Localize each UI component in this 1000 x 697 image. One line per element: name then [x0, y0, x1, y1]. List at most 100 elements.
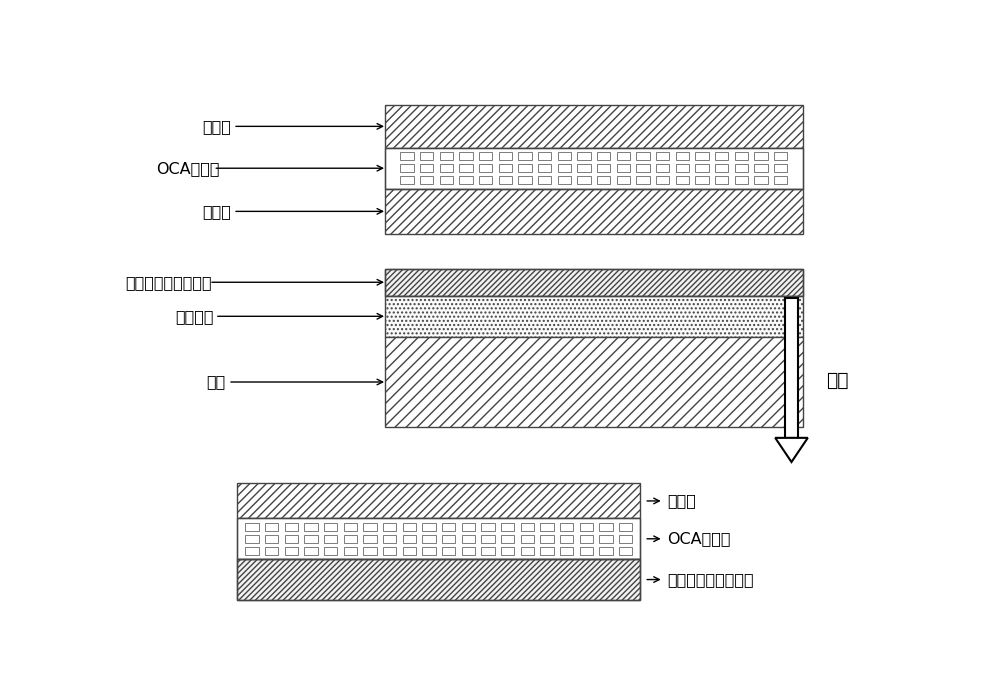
Bar	[400, 152, 414, 160]
Bar	[403, 546, 416, 555]
Bar	[735, 152, 748, 160]
Bar	[521, 523, 534, 531]
Bar	[774, 176, 787, 185]
Bar	[636, 176, 650, 185]
Bar	[383, 523, 396, 531]
Bar	[715, 176, 728, 185]
Bar	[695, 152, 709, 160]
Bar	[265, 523, 278, 531]
Bar	[479, 164, 492, 172]
Bar	[774, 164, 787, 172]
Bar	[656, 176, 669, 185]
Bar	[560, 523, 573, 531]
Bar	[459, 152, 473, 160]
Bar	[363, 535, 377, 543]
Bar	[619, 523, 632, 531]
Bar	[558, 164, 571, 172]
Bar	[385, 296, 803, 337]
Bar	[462, 535, 475, 543]
Bar	[440, 176, 453, 185]
Bar	[324, 523, 337, 531]
Bar	[344, 523, 357, 531]
Bar	[442, 535, 455, 543]
Bar	[462, 546, 475, 555]
Bar	[420, 152, 433, 160]
Bar	[501, 535, 514, 543]
Bar	[385, 269, 803, 296]
Bar	[479, 152, 492, 160]
Bar	[324, 546, 337, 555]
Bar	[715, 164, 728, 172]
Bar	[518, 176, 532, 185]
Bar	[518, 164, 532, 172]
Bar	[440, 152, 453, 160]
Bar	[385, 148, 803, 189]
Bar	[754, 164, 768, 172]
Bar	[383, 546, 396, 555]
Text: 离型膜: 离型膜	[202, 119, 231, 134]
Bar	[420, 164, 433, 172]
Bar	[676, 164, 689, 172]
Bar	[499, 164, 512, 172]
Bar	[636, 164, 650, 172]
Bar	[656, 164, 669, 172]
Bar	[518, 152, 532, 160]
Bar	[237, 559, 640, 600]
Bar	[237, 519, 640, 559]
Bar	[304, 535, 318, 543]
Bar	[245, 535, 259, 543]
Bar	[599, 523, 613, 531]
Bar	[695, 164, 709, 172]
Text: 纳米银线透明导电膜: 纳米银线透明导电膜	[125, 275, 212, 290]
Bar	[400, 164, 414, 172]
Bar	[363, 523, 377, 531]
Bar	[735, 164, 748, 172]
Bar	[676, 152, 689, 160]
Bar	[540, 523, 554, 531]
Bar	[735, 176, 748, 185]
Text: 纳米银线透明导电膜: 纳米银线透明导电膜	[668, 572, 754, 587]
Bar	[656, 152, 669, 160]
Bar	[501, 546, 514, 555]
Bar	[499, 176, 512, 185]
Bar	[597, 164, 610, 172]
Bar	[245, 523, 259, 531]
Bar	[403, 523, 416, 531]
Bar	[385, 105, 803, 148]
Bar	[459, 164, 473, 172]
Bar	[560, 535, 573, 543]
Bar	[676, 176, 689, 185]
Bar	[619, 535, 632, 543]
Bar	[442, 546, 455, 555]
Bar	[344, 546, 357, 555]
Bar	[597, 152, 610, 160]
Bar	[521, 546, 534, 555]
Bar	[304, 546, 318, 555]
Bar	[237, 559, 640, 600]
Bar	[324, 535, 337, 543]
Bar	[577, 176, 591, 185]
Bar	[619, 546, 632, 555]
Bar	[422, 546, 436, 555]
Bar	[538, 176, 551, 185]
Text: 基膜: 基膜	[206, 374, 226, 390]
Bar	[538, 152, 551, 160]
Bar	[422, 535, 436, 543]
Bar	[785, 298, 798, 438]
Bar	[285, 523, 298, 531]
Bar	[479, 176, 492, 185]
Bar	[363, 546, 377, 555]
Polygon shape	[775, 438, 808, 462]
Bar	[521, 535, 534, 543]
Bar	[265, 535, 278, 543]
Bar	[403, 535, 416, 543]
Bar	[580, 523, 593, 531]
Bar	[499, 152, 512, 160]
Bar	[501, 523, 514, 531]
Bar	[636, 152, 650, 160]
Bar	[540, 546, 554, 555]
Bar	[385, 269, 803, 296]
Text: OCA光学胶: OCA光学胶	[668, 531, 731, 546]
Text: 转移: 转移	[826, 371, 849, 390]
Text: 离型膜: 离型膜	[202, 204, 231, 219]
